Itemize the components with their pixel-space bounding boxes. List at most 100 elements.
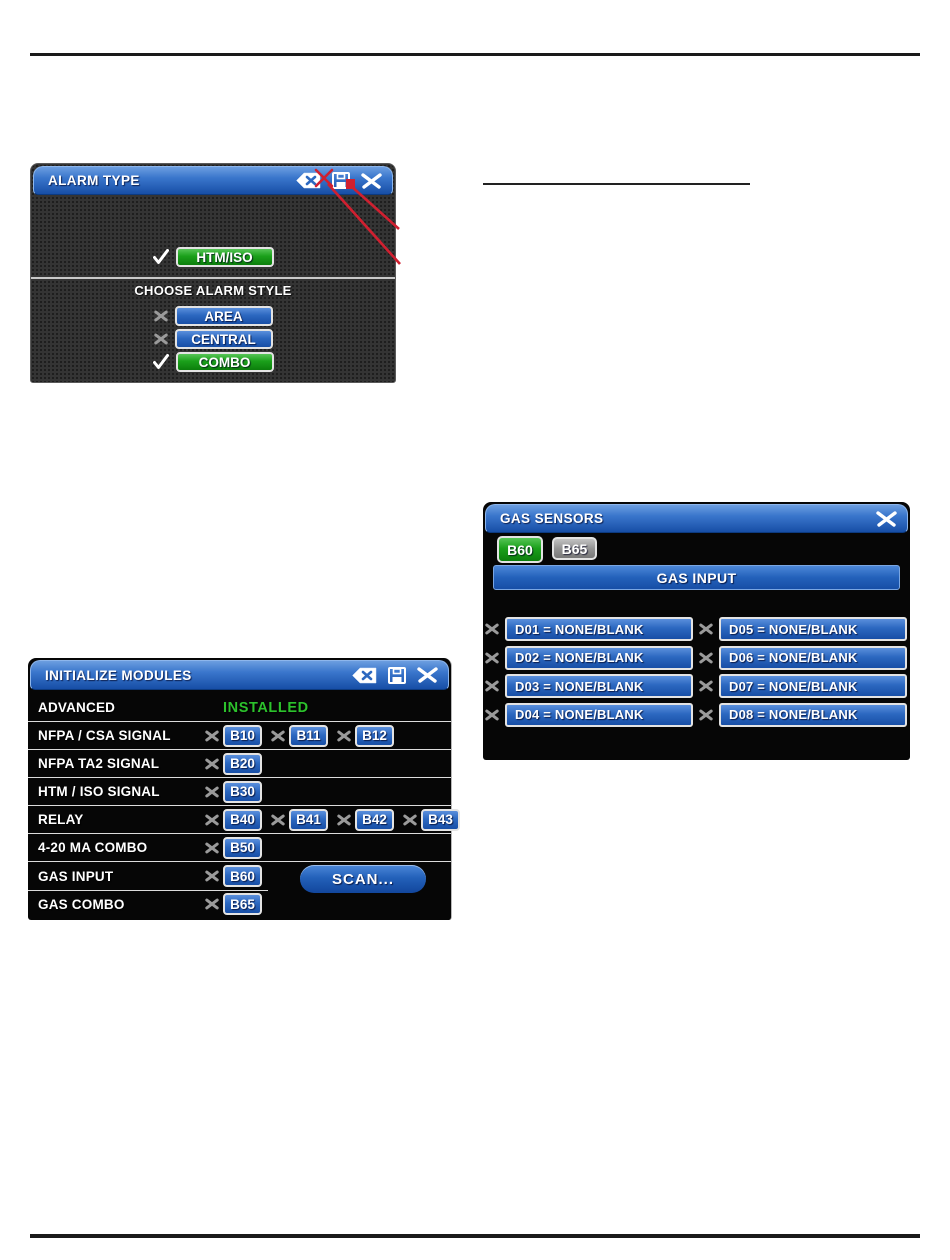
initialize-modules-dialog: INITIALIZE MODULES xyxy=(28,658,460,920)
module-row-htm-iso: HTM / ISO SIGNAL B30 xyxy=(28,778,451,806)
module-button-b60[interactable]: B60 xyxy=(223,865,262,887)
x-mark-icon xyxy=(205,729,219,743)
divider xyxy=(31,277,395,279)
initialize-modules-titlebar: INITIALIZE MODULES xyxy=(30,660,449,690)
tab-b65[interactable]: B65 xyxy=(552,537,597,560)
x-mark-icon xyxy=(485,708,499,722)
alarm-style-row: COMBO xyxy=(31,352,395,372)
x-mark-icon xyxy=(699,651,713,665)
row-label: 4-20 MA COMBO xyxy=(38,840,148,855)
x-mark-icon xyxy=(205,785,219,799)
x-mark-icon xyxy=(271,729,285,743)
sensor-item: D08 = NONE/BLANK xyxy=(699,702,908,727)
row-label: HTM / ISO SIGNAL xyxy=(38,784,160,799)
sensor-column-right: D05 = NONE/BLANK D06 = NONE/BLANK D07 = … xyxy=(699,617,908,727)
module-button-b30[interactable]: B30 xyxy=(223,780,262,803)
x-mark-icon xyxy=(699,679,713,693)
x-mark-icon xyxy=(154,309,168,323)
sensor-item: D01 = NONE/BLANK xyxy=(485,617,694,641)
sensor-button-d08[interactable]: D08 = NONE/BLANK xyxy=(719,702,907,727)
sensor-item: D02 = NONE/BLANK xyxy=(485,645,694,670)
clear-entry-icon[interactable] xyxy=(296,172,321,189)
row-label: NFPA / CSA SIGNAL xyxy=(38,728,171,743)
save-icon[interactable] xyxy=(388,666,406,684)
x-mark-icon xyxy=(485,622,499,636)
sensor-button-d06[interactable]: D06 = NONE/BLANK xyxy=(719,645,907,670)
sensor-button-d04[interactable]: D04 = NONE/BLANK xyxy=(505,702,693,727)
x-mark-icon xyxy=(403,813,417,827)
x-mark-icon xyxy=(485,651,499,665)
sensor-item: D03 = NONE/BLANK xyxy=(485,674,694,698)
module-button-b43[interactable]: B43 xyxy=(421,808,460,831)
module-row-420ma-combo: 4-20 MA COMBO B50 xyxy=(28,834,451,862)
x-mark-icon xyxy=(337,729,351,743)
sensor-grid: D01 = NONE/BLANK D02 = NONE/BLANK D03 = … xyxy=(485,617,908,727)
sensor-item: D06 = NONE/BLANK xyxy=(699,645,908,670)
x-mark-icon xyxy=(154,332,168,346)
x-mark-icon xyxy=(205,897,219,911)
gas-sensors-titlebar: GAS SENSORS xyxy=(485,504,908,533)
row-label: ADVANCED xyxy=(38,700,116,715)
alarm-style-row: AREA xyxy=(31,306,395,326)
module-button-b65[interactable]: B65 xyxy=(223,893,262,915)
alarm-style-area-button[interactable]: AREA xyxy=(174,306,273,326)
clear-entry-icon[interactable] xyxy=(352,667,377,684)
sensor-item: D05 = NONE/BLANK xyxy=(699,617,908,641)
module-button-b20[interactable]: B20 xyxy=(223,752,262,775)
dialog-title: ALARM TYPE xyxy=(48,173,140,188)
alarm-style-combo-button[interactable]: COMBO xyxy=(175,352,274,372)
signal-choice-row: HTM/ISO xyxy=(31,247,395,267)
x-mark-icon xyxy=(271,813,285,827)
row-label: NFPA TA2 SIGNAL xyxy=(38,756,160,771)
check-mark-icon xyxy=(152,354,169,370)
x-mark-icon xyxy=(205,757,219,771)
dialog-title: GAS SENSORS xyxy=(500,511,604,526)
module-button-b41[interactable]: B41 xyxy=(289,808,328,831)
module-button-b12[interactable]: B12 xyxy=(355,724,394,747)
check-mark-icon xyxy=(152,249,169,265)
sensor-column-left: D01 = NONE/BLANK D02 = NONE/BLANK D03 = … xyxy=(485,617,694,727)
dialog-title: INITIALIZE MODULES xyxy=(45,667,192,683)
sensor-button-d07[interactable]: D07 = NONE/BLANK xyxy=(719,674,907,698)
x-mark-icon xyxy=(485,679,499,693)
x-mark-icon xyxy=(699,622,713,636)
module-button-b50[interactable]: B50 xyxy=(223,836,262,859)
module-rows: ADVANCED INSTALLED NFPA / CSA SIGNAL B10… xyxy=(28,694,460,918)
row-label: GAS COMBO xyxy=(38,896,125,912)
x-mark-icon xyxy=(205,841,219,855)
alarm-style-central-button[interactable]: CENTRAL xyxy=(174,329,273,349)
sensor-button-d05[interactable]: D05 = NONE/BLANK xyxy=(719,617,907,641)
module-row-gas-input: GAS INPUT B60 xyxy=(28,862,451,891)
module-button-b11[interactable]: B11 xyxy=(289,724,328,747)
module-button-b42[interactable]: B42 xyxy=(355,808,394,831)
close-icon[interactable] xyxy=(417,667,438,683)
page-top-rule xyxy=(30,53,920,56)
alarm-type-titlebar: ALARM TYPE xyxy=(33,166,393,195)
sensor-button-d02[interactable]: D02 = NONE/BLANK xyxy=(505,645,693,670)
page-bottom-rule xyxy=(30,1234,920,1238)
module-row-gas-combo: GAS COMBO B65 xyxy=(28,890,451,918)
module-row-nfpa-ta2: NFPA TA2 SIGNAL B20 xyxy=(28,750,451,778)
module-row-nfpa-csa: NFPA / CSA SIGNAL B10 B11 B12 xyxy=(28,722,451,750)
sensor-button-d03[interactable]: D03 = NONE/BLANK xyxy=(505,674,693,698)
x-mark-icon xyxy=(205,813,219,827)
scan-button[interactable]: SCAN... xyxy=(300,865,426,893)
row-label: RELAY xyxy=(38,812,84,827)
module-button-b40[interactable]: B40 xyxy=(223,808,262,831)
sensor-button-d01[interactable]: D01 = NONE/BLANK xyxy=(505,617,693,641)
choose-alarm-style-heading: CHOOSE ALARM STYLE xyxy=(134,283,292,298)
close-icon[interactable] xyxy=(361,172,382,189)
module-row-relay: RELAY B40 B41 B42 B43 xyxy=(28,806,460,834)
close-icon[interactable] xyxy=(876,510,897,527)
signal-choice-button[interactable]: HTM/ISO xyxy=(175,247,274,267)
save-icon[interactable] xyxy=(332,172,350,189)
x-mark-icon xyxy=(205,869,219,883)
sensor-module-tabs: B60 B65 xyxy=(497,536,597,563)
module-row-advanced: ADVANCED INSTALLED xyxy=(28,694,451,722)
tab-b60[interactable]: B60 xyxy=(497,536,543,563)
alarm-style-row: CENTRAL xyxy=(31,329,395,349)
gas-sensors-dialog: GAS SENSORS B60 B65 GAS INPUT D01 = NONE… xyxy=(483,502,910,760)
alarm-type-dialog: ALARM TYPE xyxy=(30,163,396,383)
module-button-b10[interactable]: B10 xyxy=(223,724,262,747)
x-mark-icon xyxy=(699,708,713,722)
